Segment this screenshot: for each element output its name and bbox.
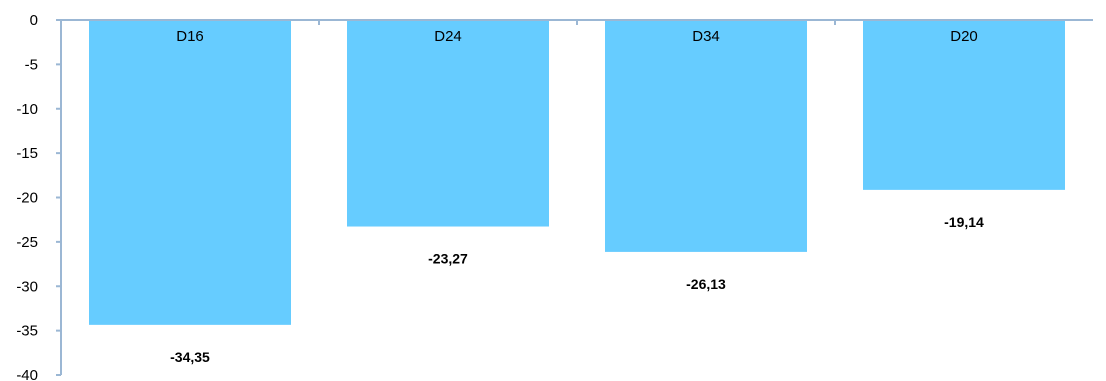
category-label: D24 xyxy=(434,28,462,45)
y-tick-label: 0 xyxy=(30,12,38,29)
category-label: D20 xyxy=(950,28,978,45)
y-tick-label: -20 xyxy=(16,190,38,207)
y-tick-label: -40 xyxy=(16,367,38,381)
category-label: D16 xyxy=(176,28,204,45)
bar-d34 xyxy=(605,20,807,252)
value-labels: -34,35 -23,27 -26,13 -19,14 xyxy=(170,214,984,365)
y-tick-label: -25 xyxy=(16,234,38,251)
bar-d24 xyxy=(347,20,549,227)
category-label: D34 xyxy=(692,28,720,45)
bar-d16 xyxy=(89,20,291,325)
value-label: -19,14 xyxy=(944,214,984,230)
y-axis: 0 -5 -10 -15 -20 -25 -30 -35 -40 xyxy=(16,12,61,381)
value-label: -23,27 xyxy=(428,251,468,267)
y-tick-label: -10 xyxy=(16,101,38,118)
y-tick-label: -30 xyxy=(16,278,38,295)
y-tick-label: -35 xyxy=(16,323,38,340)
value-label: -26,13 xyxy=(686,276,726,292)
category-labels: D16 D24 D34 D20 xyxy=(176,28,978,45)
y-tick-label: -15 xyxy=(16,145,38,162)
value-label: -34,35 xyxy=(170,349,210,365)
bar-d20 xyxy=(863,20,1065,190)
bars xyxy=(89,20,1065,325)
y-tick-label: -5 xyxy=(25,56,38,73)
